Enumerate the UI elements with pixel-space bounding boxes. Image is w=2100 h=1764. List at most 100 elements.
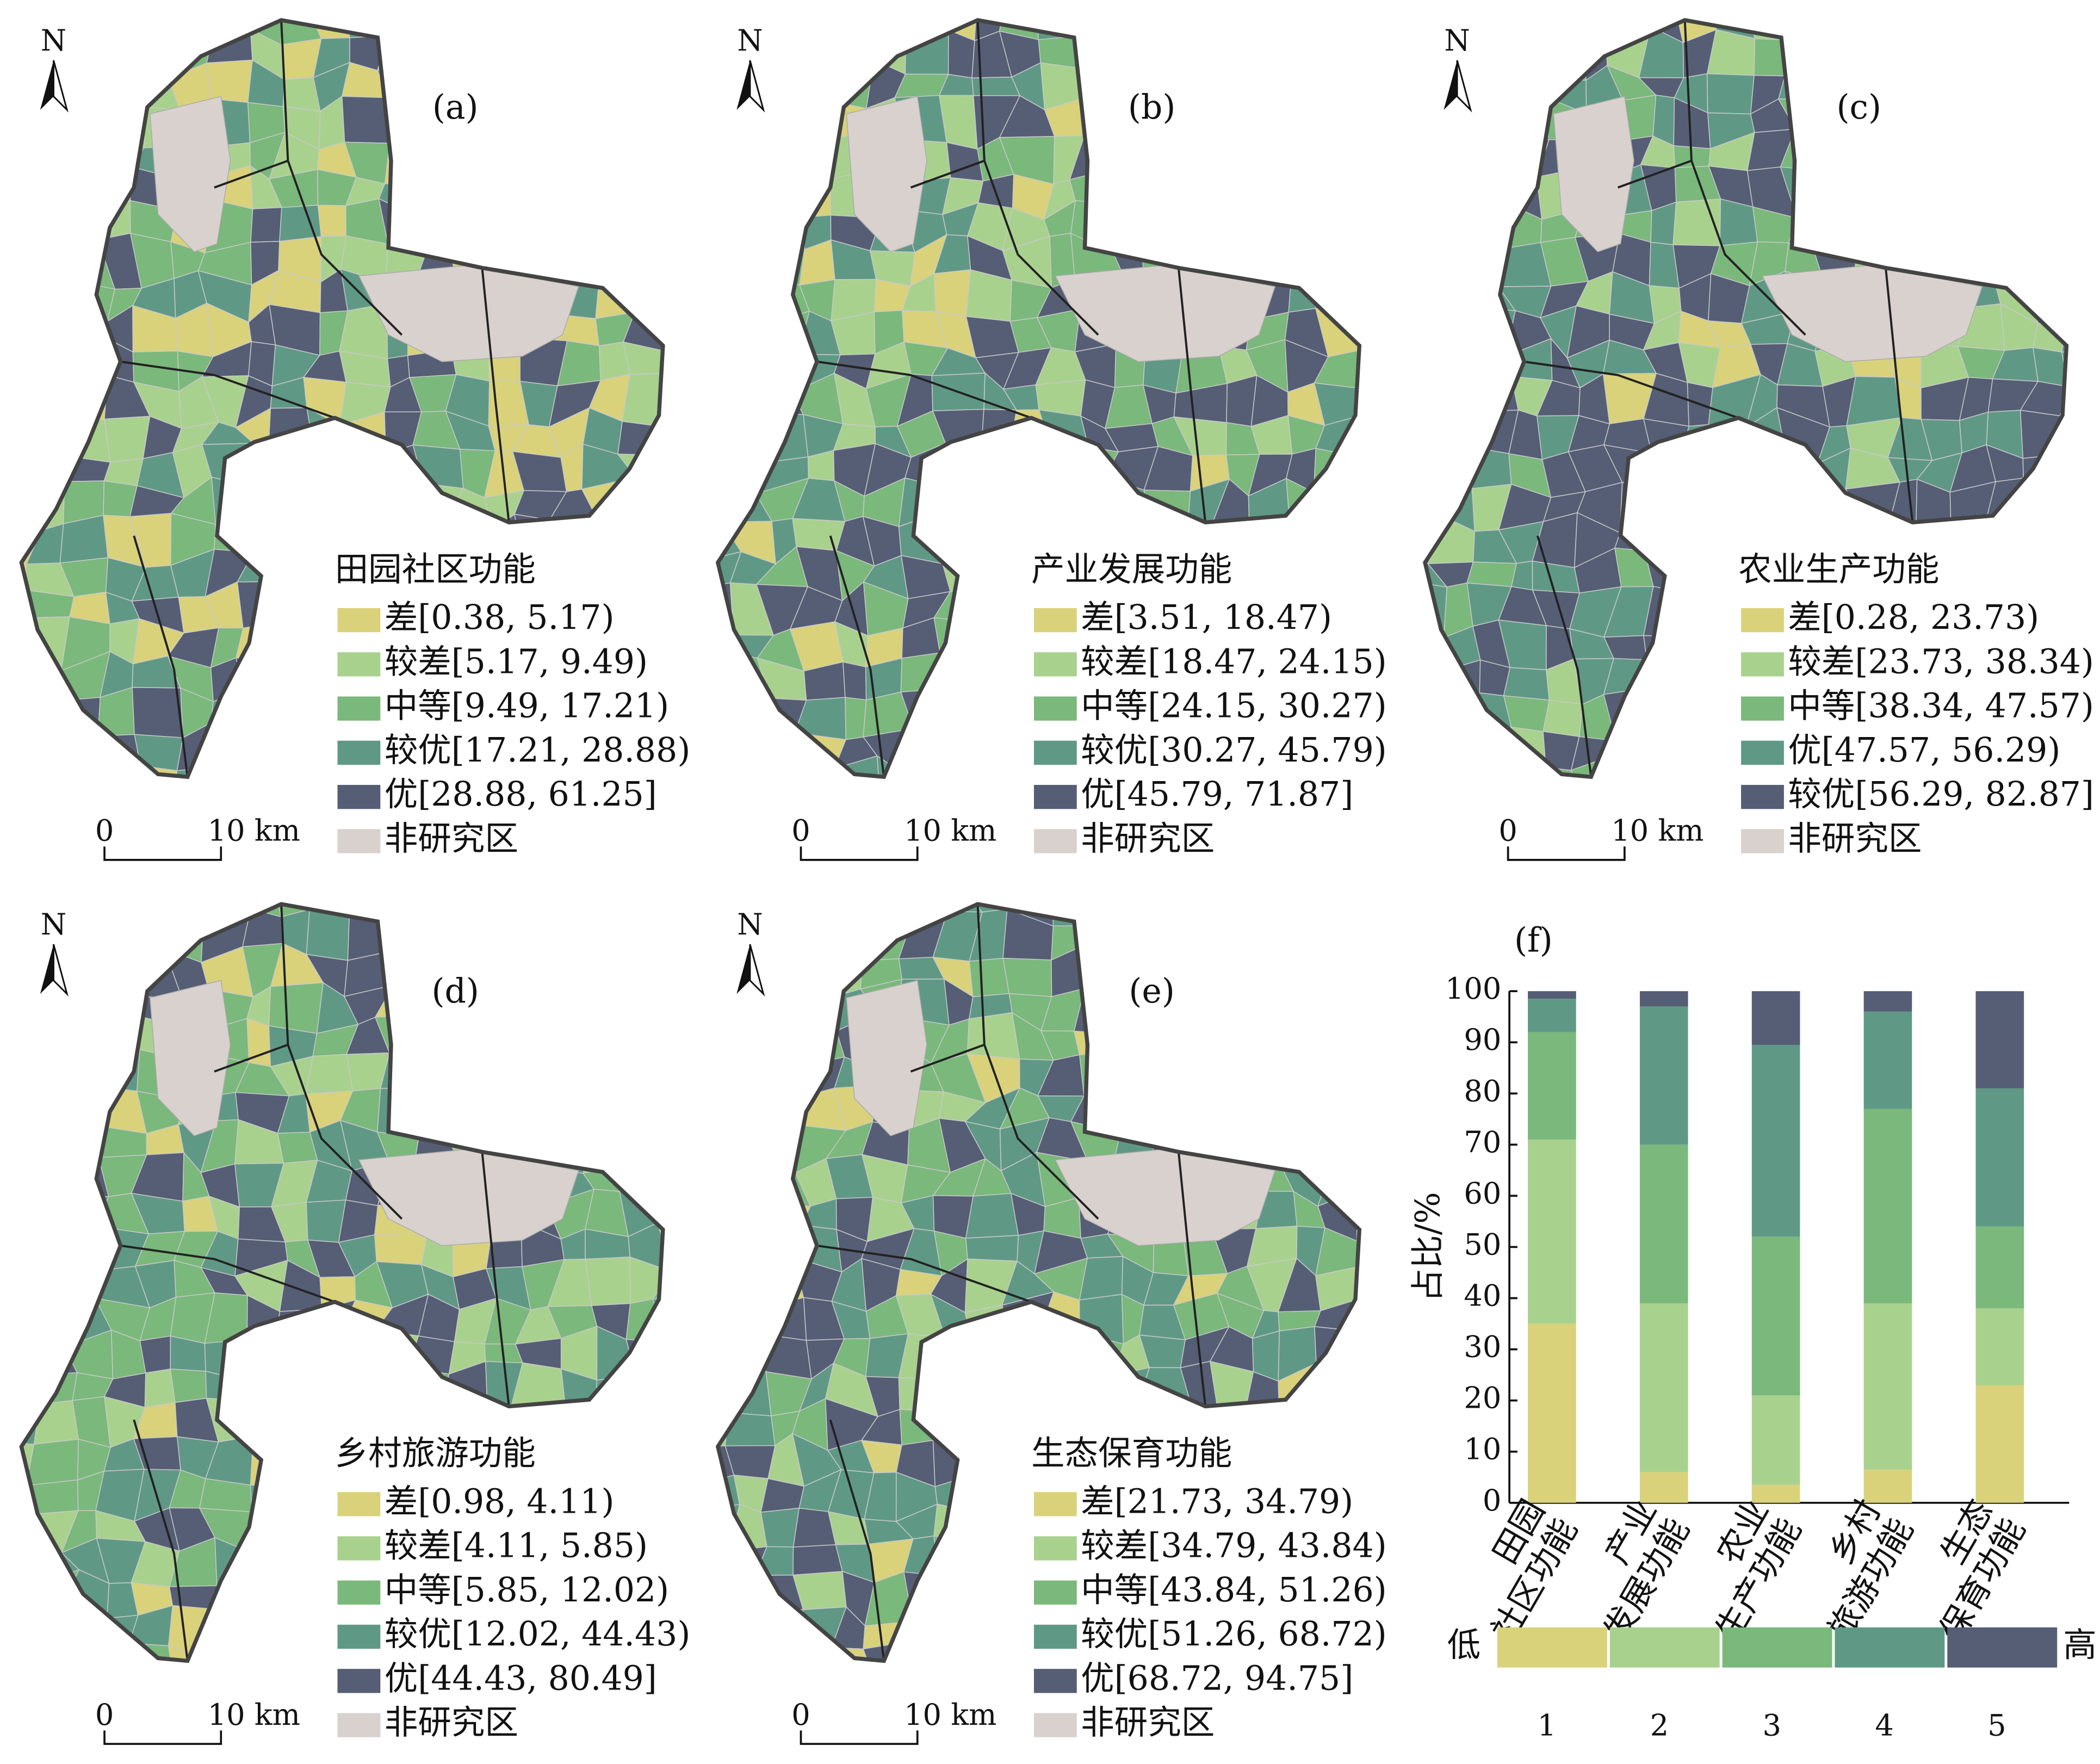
map-unit bbox=[1224, 944, 1253, 987]
map-unit bbox=[199, 768, 244, 777]
map-unit bbox=[1208, 20, 1262, 45]
map-unit bbox=[1279, 904, 1330, 919]
legend-label: 较差[4.11, 5.85) bbox=[385, 1526, 648, 1565]
map-unit bbox=[935, 760, 983, 777]
legend-swatch bbox=[1033, 1669, 1077, 1693]
map-unit bbox=[21, 1232, 36, 1278]
map-unit bbox=[722, 1127, 773, 1168]
map-unit bbox=[445, 203, 493, 250]
map-unit bbox=[1389, 477, 1429, 521]
legend-swatch bbox=[1741, 696, 1784, 721]
map-unit bbox=[717, 135, 742, 185]
map-unit bbox=[1349, 904, 1360, 930]
bar-segment bbox=[1751, 991, 1800, 1045]
map-unit bbox=[717, 904, 732, 927]
map-unit bbox=[2093, 525, 2100, 559]
map-unit bbox=[1706, 73, 1755, 115]
map-unit bbox=[552, 1092, 599, 1128]
map-unit bbox=[1182, 1050, 1216, 1104]
map-unit bbox=[717, 1053, 730, 1100]
map-unit bbox=[1990, 175, 2034, 214]
map-unit bbox=[1314, 953, 1360, 996]
map-unit bbox=[1610, 740, 1656, 757]
bar-segment bbox=[1751, 1236, 1800, 1396]
map-unit bbox=[73, 1031, 106, 1070]
legend-label: 非研究区 bbox=[1788, 819, 1922, 858]
map-unit bbox=[1354, 1473, 1360, 1512]
map-unit bbox=[557, 1409, 602, 1440]
map-unit bbox=[531, 23, 549, 75]
map-unit bbox=[616, 245, 663, 287]
map-unit bbox=[1400, 653, 1436, 700]
map-unit bbox=[1290, 1013, 1331, 1054]
legend-label: 较差[34.79, 43.84) bbox=[1081, 1526, 1387, 1565]
map-unit bbox=[584, 133, 617, 176]
map-unit bbox=[203, 904, 253, 912]
map-unit bbox=[1395, 1687, 1435, 1717]
map-unit bbox=[101, 105, 146, 148]
map-unit bbox=[272, 736, 319, 775]
map-unit bbox=[1313, 448, 1360, 493]
map-unit bbox=[376, 32, 417, 73]
map-unit bbox=[688, 517, 728, 558]
map-unit bbox=[1349, 267, 1360, 321]
map-unit bbox=[514, 1022, 563, 1058]
map-unit bbox=[98, 59, 150, 107]
map-unit bbox=[1932, 97, 1968, 144]
north-arrow bbox=[1444, 60, 1458, 110]
scale-label: 10 km bbox=[1611, 814, 1703, 848]
map-unit bbox=[660, 306, 663, 352]
map-unit bbox=[652, 583, 663, 637]
map-unit bbox=[280, 1361, 320, 1413]
map-unit bbox=[444, 1397, 491, 1438]
map-unit bbox=[1354, 1439, 1360, 1487]
map-unit bbox=[1243, 546, 1290, 602]
map-unit bbox=[104, 416, 151, 463]
map-unit bbox=[445, 1047, 493, 1104]
map-unit bbox=[1248, 520, 1290, 548]
map-unit bbox=[2025, 33, 2067, 69]
map-unit bbox=[21, 202, 44, 249]
map-unit bbox=[1463, 132, 1517, 180]
map-unit bbox=[659, 20, 663, 40]
map-unit bbox=[726, 382, 775, 422]
map-unit bbox=[455, 1014, 498, 1056]
map-unit bbox=[971, 653, 1017, 706]
map-unit bbox=[704, 1573, 741, 1618]
bar-segment bbox=[1528, 1032, 1576, 1140]
map-unit bbox=[1641, 688, 1693, 742]
map-unit bbox=[513, 201, 555, 243]
map-unit bbox=[21, 449, 38, 497]
map-unit bbox=[374, 1234, 428, 1265]
legend-label: 非研究区 bbox=[385, 1703, 518, 1742]
map-unit bbox=[233, 689, 285, 738]
map-unit bbox=[1953, 175, 1997, 207]
map-unit bbox=[1853, 176, 1901, 216]
map-unit bbox=[1355, 583, 1360, 621]
map-unit bbox=[689, 109, 731, 137]
legend-label: 非研究区 bbox=[1081, 819, 1215, 858]
map-unit bbox=[1138, 174, 1189, 216]
map-unit bbox=[1993, 61, 2037, 103]
map-unit bbox=[755, 129, 807, 177]
map-unit bbox=[1887, 20, 1934, 44]
map-unit bbox=[128, 904, 185, 924]
map-unit bbox=[1356, 1233, 1360, 1270]
map-unit bbox=[58, 29, 114, 69]
map-unit bbox=[1278, 165, 1323, 220]
map-unit bbox=[381, 476, 424, 529]
map-unit bbox=[314, 448, 344, 496]
legend-swatch bbox=[1033, 1492, 1077, 1517]
legend-swatch bbox=[1741, 652, 1784, 677]
legend-swatch bbox=[337, 1669, 381, 1693]
map-unit bbox=[1389, 77, 1434, 115]
legend-label: 中等[5.85, 12.02) bbox=[385, 1570, 669, 1610]
map-unit bbox=[1389, 25, 1427, 79]
map-unit bbox=[1952, 141, 2006, 179]
legend-label: 差[3.51, 18.47) bbox=[1081, 598, 1332, 637]
map-unit bbox=[1424, 78, 1447, 114]
legend-label: 较优[12.02, 44.43) bbox=[385, 1614, 691, 1654]
map-unit bbox=[724, 176, 765, 218]
map-unit bbox=[21, 1605, 40, 1651]
